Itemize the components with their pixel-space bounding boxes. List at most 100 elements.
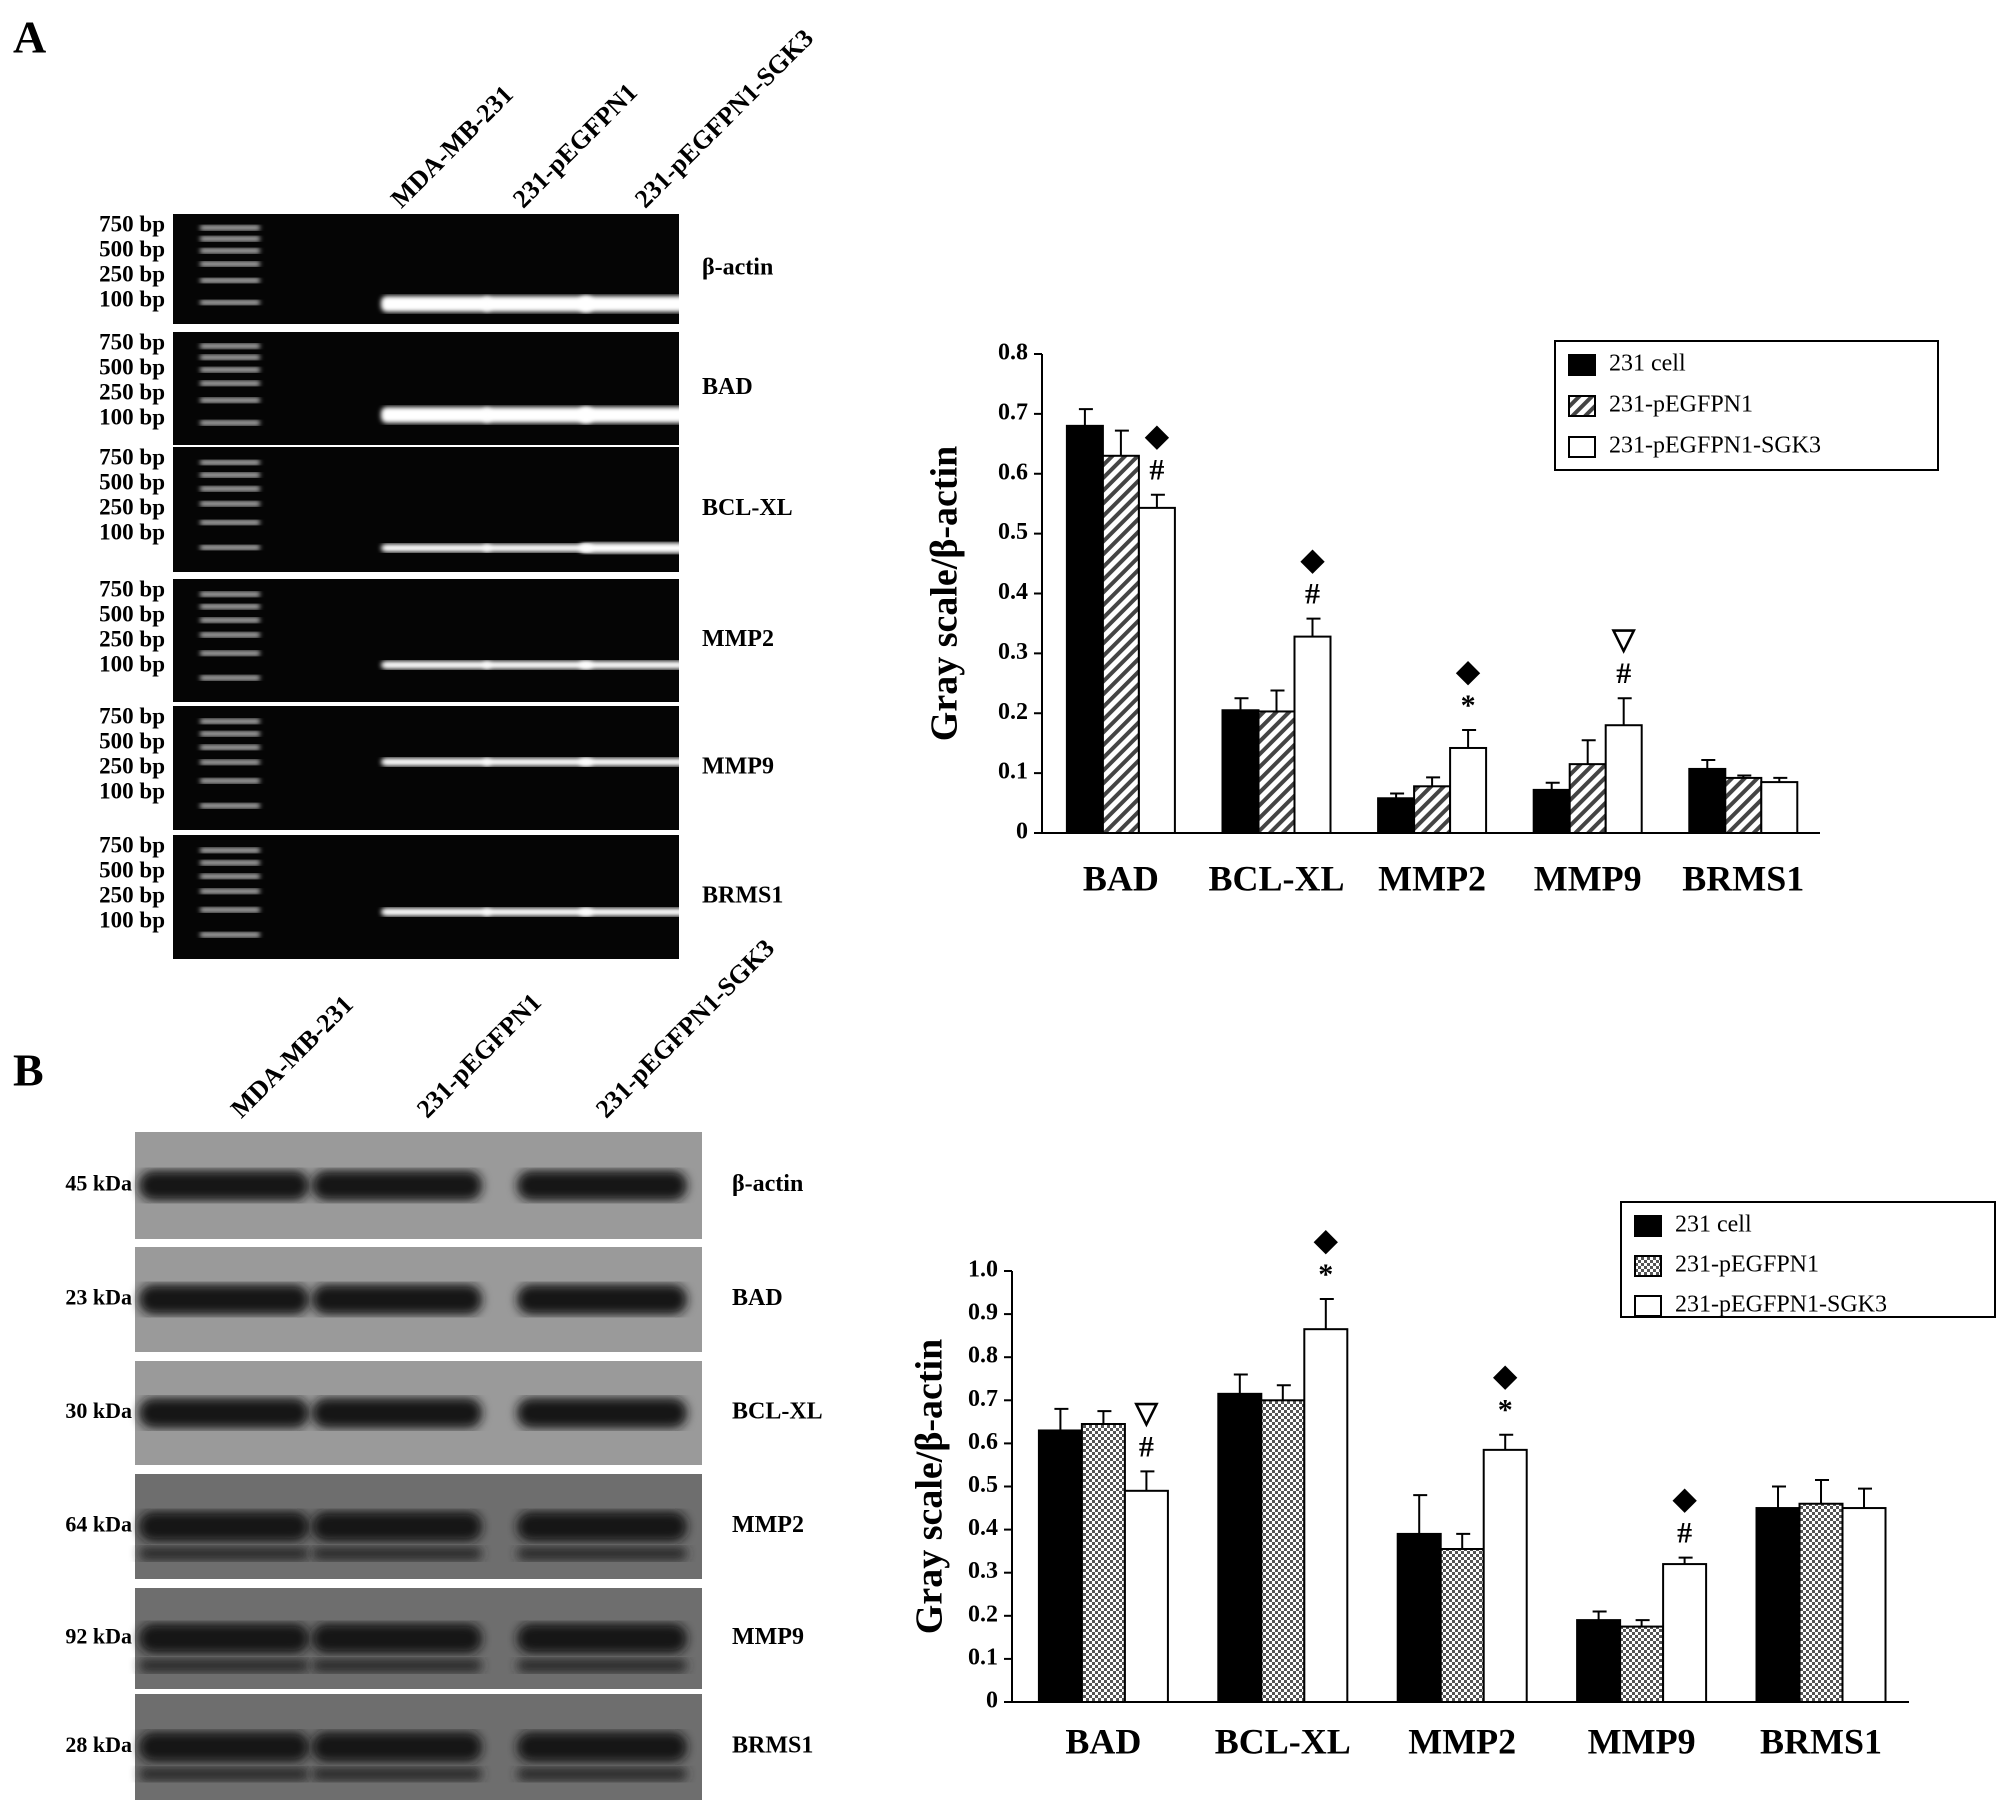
- ladder-band: [200, 354, 260, 360]
- y-tick-label: 0.2: [968, 1601, 998, 1627]
- blot-band: [517, 1170, 687, 1201]
- bar: [1221, 709, 1260, 834]
- error-bar: [1462, 729, 1477, 748]
- blot-band: [139, 1170, 309, 1201]
- ladder-label: 750 bp: [99, 832, 165, 857]
- x-tick-label: BAD: [1083, 858, 1159, 898]
- ladder-band: [200, 420, 260, 426]
- legend-swatch: [1634, 1295, 1662, 1317]
- y-tick-label: 0.1: [998, 759, 1028, 785]
- x-tick-label: BRMS1: [1760, 1721, 1882, 1761]
- gel-band: [381, 661, 491, 669]
- ladder-band: [200, 545, 260, 550]
- ladder-band: [200, 604, 260, 610]
- size-label: 23 kDa: [65, 1285, 132, 1310]
- size-label: 45 kDa: [65, 1171, 132, 1196]
- significance-mark: ◆: [1313, 1224, 1338, 1257]
- gel-band: [381, 908, 491, 916]
- error-bar: [1306, 617, 1321, 637]
- significance-mark: *: [1461, 689, 1476, 722]
- error-bar: [1499, 1433, 1514, 1450]
- bar: [1619, 1625, 1665, 1703]
- x-tick-label: BRMS1: [1682, 858, 1804, 898]
- ladder-label: 100 bp: [99, 519, 165, 544]
- legend-box: [1620, 1201, 1996, 1318]
- y-tick-label: 0: [1016, 819, 1028, 845]
- error-bar: [1592, 1610, 1607, 1621]
- bar: [1217, 1392, 1263, 1703]
- legend-label: 231-pEGFPN1-SGK3: [1609, 433, 1821, 459]
- error-bar: [1617, 697, 1632, 726]
- ladder-label: 250 bp: [99, 261, 165, 286]
- ladder-label: 750 bp: [99, 576, 165, 601]
- size-label: 30 kDa: [65, 1398, 132, 1423]
- bar: [1260, 1399, 1306, 1704]
- bar: [1604, 724, 1643, 834]
- blot-band: [139, 1658, 309, 1673]
- bar: [1377, 797, 1416, 835]
- protein-label: BCL-XL: [732, 1399, 823, 1425]
- gene-label: BAD: [702, 374, 753, 400]
- gel-background: [173, 579, 679, 702]
- error-bar: [1456, 1532, 1471, 1549]
- ladder-band: [200, 932, 260, 938]
- error-bar: [1054, 1407, 1069, 1431]
- gel-band: [579, 542, 689, 554]
- blot-band: [517, 1398, 687, 1428]
- error-bar: [1276, 1384, 1291, 1401]
- bar: [1449, 746, 1488, 834]
- significance-mark: ▽: [1611, 623, 1636, 656]
- bar: [1688, 767, 1727, 835]
- gene-label: MMP9: [702, 754, 774, 780]
- bar: [1760, 781, 1799, 835]
- gel-band: [381, 407, 491, 423]
- bar: [1755, 1507, 1801, 1704]
- significance-mark: ◆: [1456, 655, 1481, 688]
- significance-mark: ▽: [1134, 1396, 1159, 1429]
- gene-label: MMP2: [702, 626, 774, 652]
- blot-band: [139, 1511, 309, 1542]
- ladder-band: [200, 236, 260, 242]
- y-axis-label: Gray scale/β-actin: [924, 446, 966, 741]
- ladder-band: [200, 860, 260, 866]
- error-bar: [1815, 1479, 1830, 1504]
- legend-label: 231-pEGFPN1-SGK3: [1675, 1292, 1887, 1318]
- bar: [1257, 710, 1296, 834]
- y-axis-label: Gray scale/β-actin: [909, 1339, 951, 1634]
- blot-band: [312, 1658, 482, 1673]
- significance-mark: #: [1139, 1430, 1154, 1463]
- significance-mark: *: [1498, 1394, 1513, 1427]
- legend-swatch: [1634, 1215, 1662, 1237]
- error-bar: [1772, 1485, 1787, 1509]
- significance-mark: ◆: [1300, 544, 1325, 577]
- ladder-band: [200, 520, 260, 525]
- error-bar: [1234, 697, 1249, 711]
- ladder-band: [200, 248, 260, 254]
- y-tick-label: 0.1: [968, 1644, 998, 1670]
- lane-label: 231-pEGFPN1: [411, 988, 547, 1124]
- error-bar: [1114, 429, 1129, 456]
- error-bar: [1140, 1470, 1155, 1491]
- significance-mark: #: [1305, 578, 1320, 611]
- x-tick-label: BCL-XL: [1208, 858, 1344, 898]
- blot-band: [139, 1767, 309, 1781]
- bar: [1532, 788, 1571, 835]
- error-bar: [1545, 781, 1560, 790]
- ladder-band: [200, 367, 260, 373]
- ladder-band: [200, 278, 260, 283]
- ladder-band: [200, 650, 260, 656]
- bar: [1576, 1619, 1622, 1703]
- ladder-band: [200, 675, 260, 681]
- ladder-label: 250 bp: [99, 626, 165, 651]
- ladder-band: [200, 460, 260, 465]
- ladder-band: [200, 759, 260, 765]
- legend-label: 231-pEGFPN1: [1609, 392, 1753, 418]
- ladder-band: [200, 907, 260, 913]
- ladder-band: [200, 778, 260, 784]
- legend-label: 231 cell: [1609, 351, 1686, 377]
- gel-band: [579, 908, 689, 916]
- blot-band: [139, 1284, 309, 1315]
- x-tick-label: BCL-XL: [1215, 1721, 1351, 1761]
- x-tick-label: BAD: [1065, 1721, 1141, 1761]
- ladder-band: [200, 300, 260, 305]
